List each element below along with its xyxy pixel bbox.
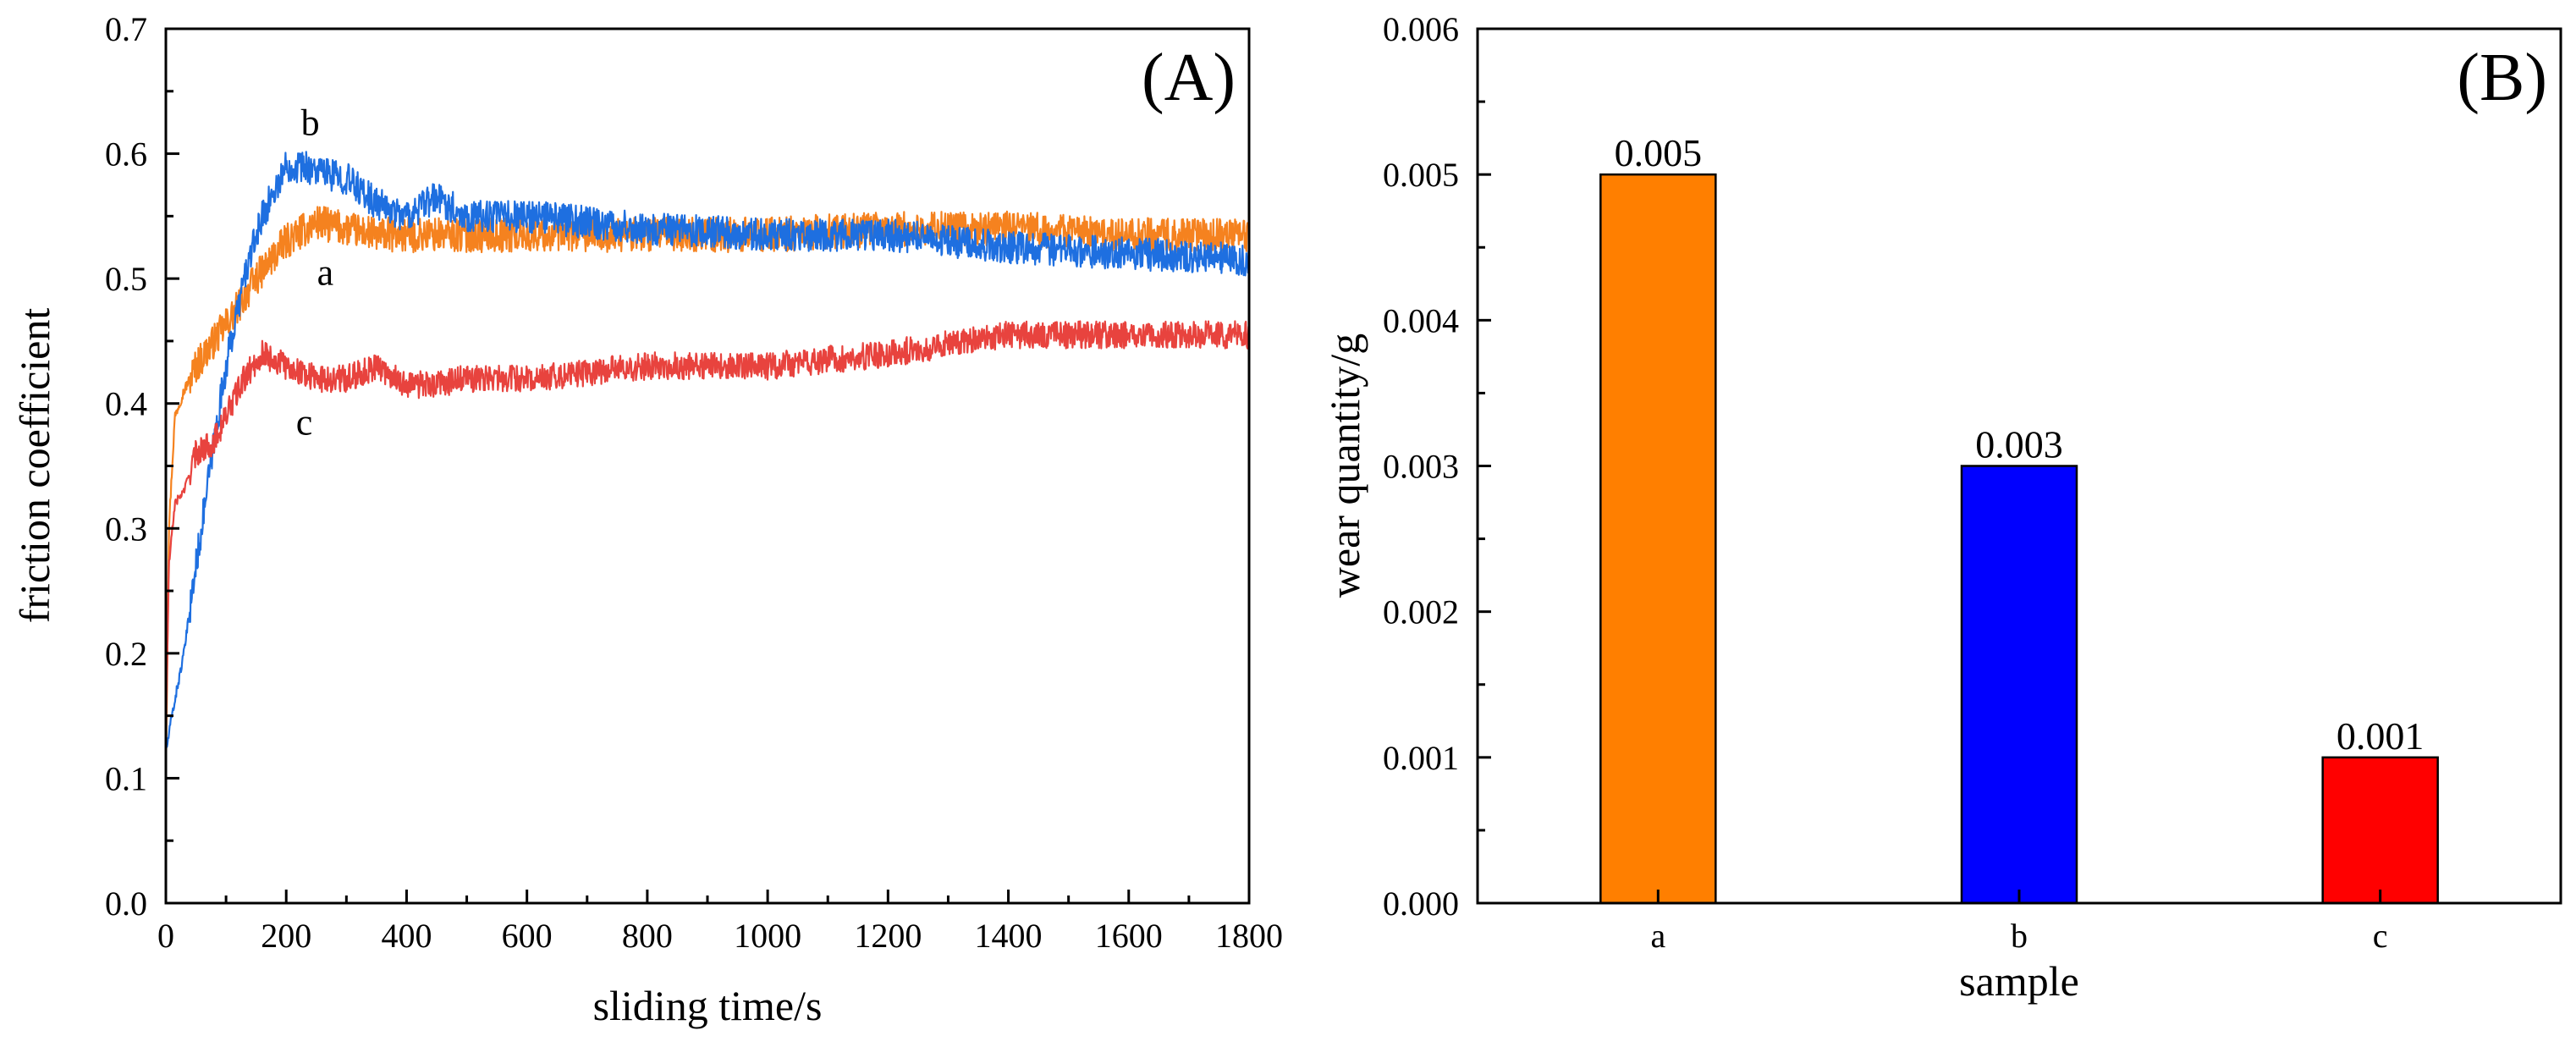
x-tick-label-a: 1800 [1215, 917, 1283, 955]
bar-b [1960, 465, 2078, 905]
x-tick-label-a: 1000 [734, 917, 801, 955]
y-tick-label-b: 0.002 [1383, 593, 1459, 631]
curve-label-b: b [301, 102, 320, 143]
axis-ticks-a: 0 200 400 600 800 1000 1200 1400 1600 1800 0.0 0.1 0… [105, 10, 1283, 955]
y-tick-label-a: 0.5 [105, 260, 147, 298]
x-tick-label-a: 1400 [975, 917, 1043, 955]
y-tick-label-b: 0.001 [1383, 739, 1459, 777]
bar-a [1599, 173, 1717, 905]
y-tick-label-a: 0.6 [105, 135, 147, 174]
friction-curves [164, 151, 1250, 781]
x-tick-label-a: 600 [502, 917, 553, 955]
wear-bars: 0.005 0.003 0.001 [1599, 131, 2439, 905]
curve-label-a: a [317, 252, 334, 294]
bar-value-label-c: 0.001 [2337, 714, 2425, 758]
x-axis-title-a: sliding time/s [593, 982, 823, 1029]
series-line-b [164, 151, 1250, 756]
y-axis-title-b: wear quantity/g [1321, 333, 1368, 598]
axis-ticks-b: a b c 0.000 0.001 0.002 0.003 0.004 0.005 0.006 [1383, 10, 2388, 955]
x-tick-label-a: 1200 [854, 917, 922, 955]
x-tick-label-a: 400 [381, 917, 432, 955]
bar-c [2321, 756, 2439, 905]
y-tick-label-a: 0.2 [105, 635, 147, 673]
y-tick-label-b: 0.003 [1383, 448, 1459, 486]
curve-labels: b a c [296, 102, 333, 443]
y-tick-label-a: 0.0 [105, 884, 147, 923]
x-tick-label-b: c [2373, 917, 2388, 955]
x-tick-label-a: 200 [261, 917, 311, 955]
x-tick-label-b: a [1650, 917, 1665, 955]
y-tick-label-a: 0.4 [105, 385, 147, 423]
panel-label-b: (B) [2457, 41, 2547, 115]
y-tick-label-b: 0.005 [1383, 156, 1459, 194]
y-axis-title-a: friction coefficient [11, 308, 58, 624]
y-tick-label-b: 0.006 [1383, 10, 1459, 48]
friction-coefficient-chart: 0 200 400 600 800 1000 1200 1400 1600 1800 0.0 0.1 0… [11, 10, 1283, 1029]
bar-value-label-b: 0.003 [1975, 423, 2063, 466]
y-tick-label-b: 0.004 [1383, 301, 1459, 339]
series-line-c [164, 320, 1250, 743]
x-tick-label-b: b [2011, 917, 2028, 955]
panel-label-a: (A) [1142, 41, 1236, 115]
x-tick-label-a: 800 [622, 917, 673, 955]
x-axis-title-b: sample [1959, 957, 2079, 1005]
y-tick-label-a: 0.3 [105, 510, 147, 548]
bar-value-label-a: 0.005 [1615, 131, 1703, 174]
x-tick-label-a: 0 [157, 917, 174, 955]
curve-label-c: c [296, 402, 313, 444]
x-tick-label-a: 1600 [1095, 917, 1163, 955]
y-tick-label-a: 0.7 [105, 10, 147, 48]
y-tick-label-b: 0.000 [1383, 884, 1459, 923]
y-tick-label-a: 0.1 [105, 759, 147, 797]
